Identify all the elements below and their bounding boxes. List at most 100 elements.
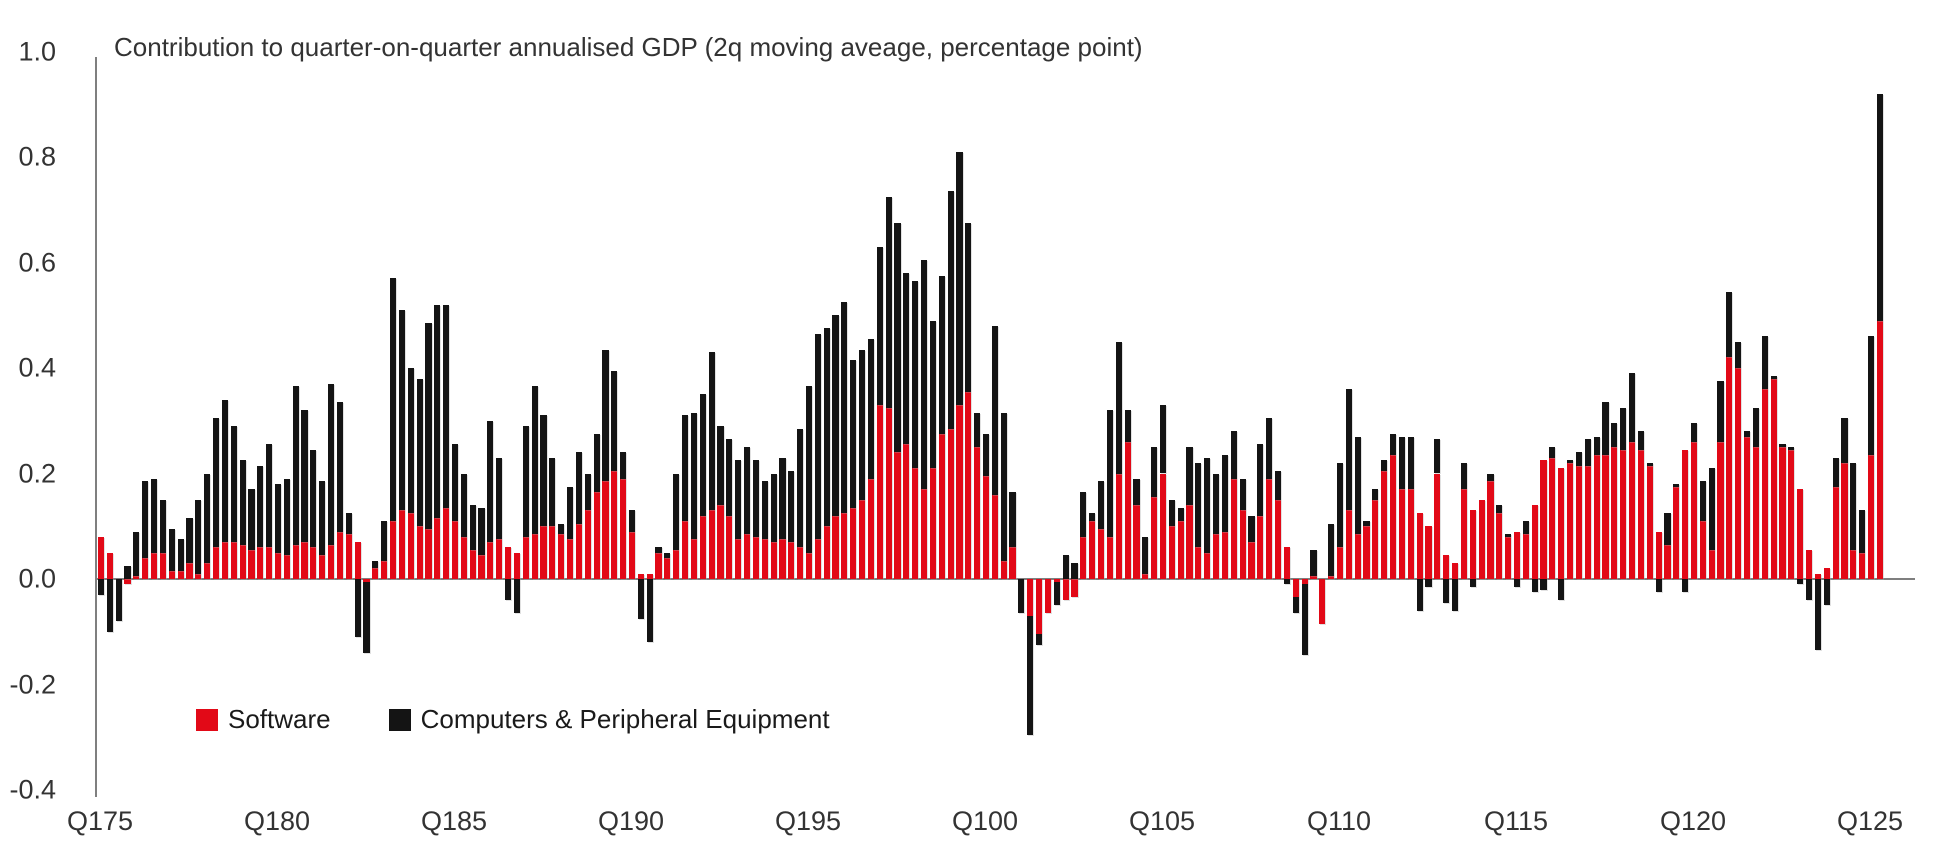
bar-software-1996Q4 xyxy=(867,478,875,579)
bar-software-2017Q2 xyxy=(1593,455,1600,579)
bar-software-2021Q2 xyxy=(1735,368,1742,579)
bar-computers-2024Q1 xyxy=(1832,457,1839,487)
bar-software-1983Q1 xyxy=(381,560,388,579)
bar-computers-1989Q4 xyxy=(620,452,627,479)
bar-computers-1990Q3 xyxy=(646,579,653,643)
bar-computers-1982Q4 xyxy=(372,560,379,569)
bar-software-2020Q3 xyxy=(1708,549,1715,579)
x-tick-label-Q125: Q125 xyxy=(1836,806,1904,836)
bar-computers-2002Q2 xyxy=(1062,555,1069,579)
bar-software-1992Q2 xyxy=(708,510,715,579)
x-tick-label-Q120: Q120 xyxy=(1659,806,1727,836)
bar-computers-2018Q2 xyxy=(1628,373,1636,442)
x-axis-zero-line xyxy=(95,578,1915,580)
bar-computers-1981Q2 xyxy=(319,481,326,556)
bar-computers-2015Q4 xyxy=(1540,579,1547,590)
bar-software-2019Q3 xyxy=(1673,486,1680,579)
bar-software-1975Q2 xyxy=(106,552,113,579)
bar-software-1976Q2 xyxy=(142,557,149,579)
bar-computers-2018Q3 xyxy=(1637,431,1644,450)
bar-computers-1998Q3 xyxy=(929,320,936,469)
bar-computers-2016Q4 xyxy=(1575,452,1583,466)
bar-software-1990Q3 xyxy=(646,573,653,579)
bar-software-2020Q1 xyxy=(1690,441,1698,579)
bar-computers-1979Q3 xyxy=(257,465,264,548)
bar-software-1993Q2 xyxy=(743,534,751,579)
bar-computers-2006Q3 xyxy=(1213,473,1220,535)
bar-computers-2005Q4 xyxy=(1186,447,1193,506)
bar-computers-1981Q1 xyxy=(310,449,317,548)
bar-computers-2000Q2 xyxy=(991,325,998,495)
bar-computers-2004Q1 xyxy=(1124,410,1131,442)
bar-computers-2010Q4 xyxy=(1363,520,1370,527)
bar-software-1991Q3 xyxy=(682,520,689,579)
bar-software-2010Q2 xyxy=(1345,510,1352,579)
bar-computers-2015Q3 xyxy=(1531,579,1538,593)
bar-computers-1985Q1 xyxy=(451,444,459,521)
bar-computers-1995Q4 xyxy=(832,315,839,516)
bar-software-2024Q1 xyxy=(1832,486,1839,579)
bar-computers-1983Q1 xyxy=(381,520,388,561)
bar-software-2012Q1 xyxy=(1407,489,1414,579)
bar-computers-1987Q4 xyxy=(549,457,556,527)
bar-software-2009Q2 xyxy=(1310,576,1317,579)
bar-computers-1988Q2 xyxy=(566,486,574,540)
bar-computers-2012Q4 xyxy=(1434,439,1441,474)
bar-computers-1992Q4 xyxy=(726,439,733,516)
bar-software-1986Q1 xyxy=(487,542,494,579)
bar-computers-1977Q1 xyxy=(168,528,175,572)
bar-software-2000Q3 xyxy=(1000,560,1007,579)
bar-software-2016Q2 xyxy=(1558,468,1565,579)
bar-software-2017Q3 xyxy=(1602,455,1609,579)
y-tick-label-0.4: 0.4 xyxy=(18,352,56,383)
bar-computers-1996Q4 xyxy=(867,338,875,479)
bar-software-1987Q1 xyxy=(522,536,529,579)
bar-computers-2005Q1 xyxy=(1159,404,1167,474)
bar-software-2018Q1 xyxy=(1620,449,1627,579)
bar-computers-2002Q4 xyxy=(1080,491,1087,537)
bar-computers-2008Q2 xyxy=(1274,470,1282,500)
bar-computers-2012Q3 xyxy=(1425,579,1432,587)
bar-computers-1984Q2 xyxy=(425,323,432,529)
bar-software-2013Q1 xyxy=(1443,555,1450,579)
bar-computers-1986Q4 xyxy=(513,579,521,614)
bar-computers-1984Q1 xyxy=(416,378,423,527)
bar-software-2021Q1 xyxy=(1726,357,1733,579)
bar-software-1995Q3 xyxy=(823,526,830,579)
bar-software-2018Q4 xyxy=(1646,465,1653,579)
bar-software-2024Q3 xyxy=(1850,549,1857,579)
bar-computers-2020Q3 xyxy=(1708,468,1715,550)
bar-computers-1988Q3 xyxy=(575,452,582,524)
bar-computers-2002Q1 xyxy=(1053,581,1060,606)
bar-software-2006Q4 xyxy=(1221,531,1229,579)
bar-computers-1977Q2 xyxy=(177,539,184,572)
bar-software-2007Q2 xyxy=(1239,510,1246,579)
bar-software-2003Q2 xyxy=(1097,528,1105,579)
bar-computers-1982Q2 xyxy=(354,579,361,638)
bar-software-2016Q3 xyxy=(1567,462,1574,579)
bar-software-1984Q3 xyxy=(434,518,441,579)
bar-computers-2024Q3 xyxy=(1850,462,1857,550)
bar-software-1995Q4 xyxy=(832,515,839,579)
bar-computers-2008Q3 xyxy=(1283,579,1290,585)
bar-computers-2003Q1 xyxy=(1089,513,1096,521)
bar-computers-1995Q2 xyxy=(814,333,821,540)
y-tick-label--0.2: -0.2 xyxy=(9,669,56,699)
bar-software-2022Q1 xyxy=(1761,389,1768,579)
bar-computers-2001Q2 xyxy=(1027,615,1034,735)
bar-computers-1994Q3 xyxy=(788,470,795,543)
bar-software-1998Q4 xyxy=(938,433,945,579)
bar-computers-1993Q2 xyxy=(743,447,751,535)
bar-computers-1992Q2 xyxy=(708,352,715,511)
bar-computers-1991Q1 xyxy=(664,552,671,558)
bar-computers-2020Q4 xyxy=(1717,381,1724,442)
bar-computers-1983Q3 xyxy=(398,309,405,511)
bar-computers-1976Q3 xyxy=(151,478,158,553)
bar-software-1997Q2 xyxy=(885,407,892,579)
bar-computers-2007Q4 xyxy=(1257,444,1264,516)
bar-computers-2003Q3 xyxy=(1106,410,1113,537)
y-tick-label-0.0: 0.0 xyxy=(18,563,56,594)
bar-software-2009Q1 xyxy=(1301,579,1308,585)
bar-software-2016Q1 xyxy=(1549,457,1556,579)
bar-software-2012Q4 xyxy=(1434,473,1441,579)
